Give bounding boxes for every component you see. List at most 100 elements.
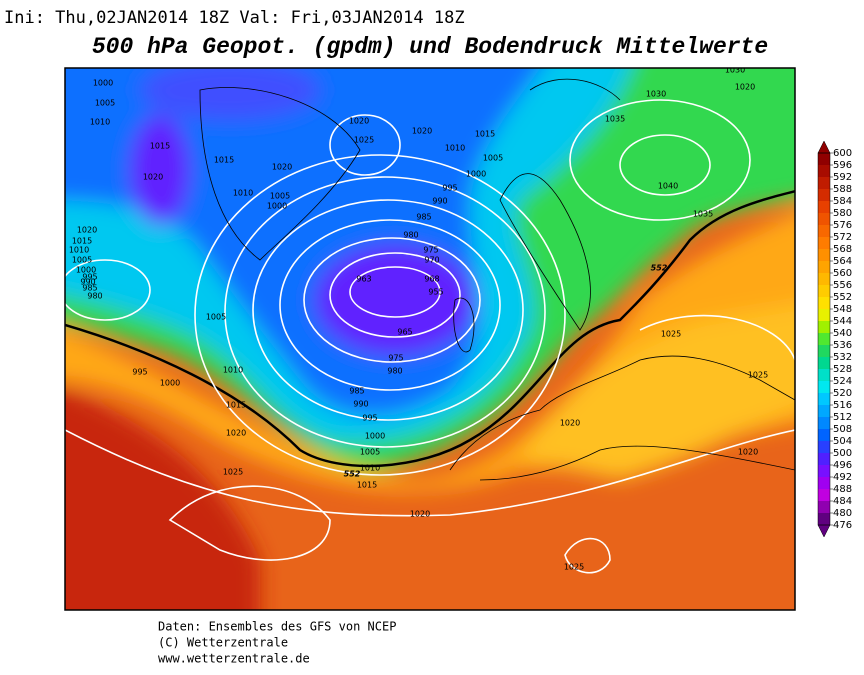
isobar-label: 1040 (658, 182, 678, 191)
isobar-label: 963 (356, 275, 371, 284)
colorbar-band (818, 381, 830, 394)
isobar-label: 1020 (738, 448, 758, 457)
colorbar-band (818, 225, 830, 238)
colorbar-band (818, 213, 830, 226)
isobar-label: 1020 (560, 419, 580, 428)
colorbar-label: 476 (833, 520, 852, 531)
colorbar-frame (817, 152, 831, 526)
isobar-label: 1020 (349, 117, 369, 126)
footer-url: www.wetterzentrale.de (158, 652, 310, 666)
colorbar-band (818, 153, 830, 166)
colorbar-label: 580 (833, 208, 852, 219)
colorbar-band (818, 501, 830, 514)
colorbar-band (818, 345, 830, 358)
colorbar-label: 524 (833, 376, 852, 387)
colorbar-band (818, 453, 830, 466)
colorbar-label: 484 (833, 496, 852, 507)
colorbar-band (818, 237, 830, 250)
colorbar-band (818, 333, 830, 346)
isobar-label: 1010 (233, 189, 253, 198)
colorbar-label: 592 (833, 172, 852, 183)
isobar-label: 1020 (272, 163, 292, 172)
colorbar-band (818, 513, 830, 526)
isobar-label: 1005 (95, 99, 115, 108)
isobar-label: 1010 (223, 366, 243, 375)
map-frame (64, 67, 796, 611)
field-violet (315, 245, 475, 355)
colorbar-band (818, 189, 830, 202)
colorbar-label: 528 (833, 364, 852, 375)
isobar-label: 1005 (270, 192, 290, 201)
isobar-label: 1000 (160, 379, 180, 388)
isobar-label: 1020 (226, 429, 246, 438)
isobar-label: 1015 (72, 237, 92, 246)
contour-label: 552 (651, 264, 668, 273)
colorbar-label: 508 (833, 424, 852, 435)
colorbar-label: 504 (833, 436, 852, 447)
field-layers (65, 68, 795, 610)
isobar-label: 965 (397, 328, 412, 337)
colorbar-label: 552 (833, 292, 852, 303)
colorbar-band (818, 273, 830, 286)
colorbar-label: 548 (833, 304, 852, 315)
isobar-label: 1030 (725, 66, 745, 75)
colorbar-label: 544 (833, 316, 852, 327)
isobar-label: 1015 (214, 156, 234, 165)
colorbar-band (818, 285, 830, 298)
colorbar-label: 568 (833, 244, 852, 255)
isobar-label: 968 (424, 275, 439, 284)
colorbar-label: 600 (833, 148, 852, 159)
isobar-label: 1010 (360, 464, 380, 473)
field-violet-west (130, 115, 190, 225)
isobar-label: 1010 (69, 246, 89, 255)
isobar-label: 1025 (223, 468, 243, 477)
colorbar-label: 496 (833, 460, 852, 471)
isobars (65, 99, 795, 574)
map-title: 500 hPa Geopot. (gpdm) und Bodendruck Mi… (92, 34, 768, 60)
isobar-label: 1000 (93, 79, 113, 88)
colorbar-label: 488 (833, 484, 852, 495)
isobar-label: 1000 (365, 432, 385, 441)
colorbar-label: 572 (833, 232, 852, 243)
colorbar-label: 536 (833, 340, 852, 351)
colorbar-band (818, 309, 830, 322)
colorbar-label: 520 (833, 388, 852, 399)
colorbar-band (818, 261, 830, 274)
isobar-label: 1020 (410, 510, 430, 519)
isobar-label: 1030 (646, 90, 666, 99)
isobar-label: 1025 (354, 136, 374, 145)
isobar-label: 975 (388, 354, 403, 363)
isobar-label: 970 (424, 256, 439, 265)
colorbar-label: 596 (833, 160, 852, 171)
isobar-label: 985 (416, 213, 431, 222)
colorbar-label: 516 (833, 400, 852, 411)
colorbar-label: 564 (833, 256, 852, 267)
isobar-label: 1010 (90, 118, 110, 127)
isobar-label: 995 (82, 273, 97, 282)
colorbar-band (818, 321, 830, 334)
colorbar-label: 576 (833, 220, 852, 231)
colorbar-label: 588 (833, 184, 852, 195)
isobar-label: 1015 (150, 142, 170, 151)
colorbar-band (818, 249, 830, 262)
isobar-label: 1000 (466, 170, 486, 179)
colorbar-band (818, 165, 830, 178)
colorbar-band (818, 417, 830, 430)
colorbar-band (818, 393, 830, 406)
isobar-label: 1035 (693, 210, 713, 219)
contour-label: 552 (344, 470, 361, 479)
field-light-yellow (520, 304, 795, 480)
isobar-label: 985 (82, 284, 97, 293)
colorbar-label: 556 (833, 280, 852, 291)
isobar-label: 1025 (748, 371, 768, 380)
colorbar-band (818, 405, 830, 418)
isobar-label: 1015 (357, 481, 377, 490)
isobar-label: 990 (353, 400, 368, 409)
isobar-label: 1010 (445, 144, 465, 153)
colorbar-label: 560 (833, 268, 852, 279)
isobar-label: 980 (87, 292, 102, 301)
